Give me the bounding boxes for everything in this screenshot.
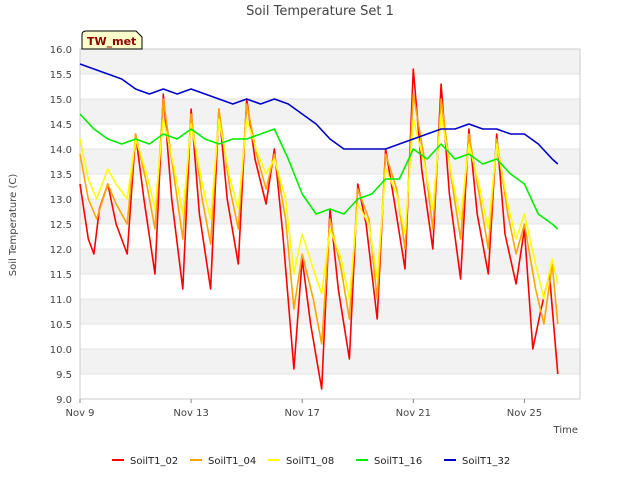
- y-tick-label: 14.5: [50, 120, 72, 131]
- y-tick-label: 15.0: [50, 95, 72, 106]
- y-tick-label: 10.0: [50, 345, 72, 356]
- x-tick-label: Nov 25: [507, 408, 542, 419]
- y-axis: 9.0 9.5 10.0 10.5 11.0 11.5 12.0 12.5 13.0 13.5 14…: [50, 45, 72, 406]
- y-tick-label: 14.0: [50, 145, 72, 156]
- legend: SoilT1_02 SoilT1_04 SoilT1_08 SoilT1_16 Soil…: [112, 456, 510, 467]
- legend-label: SoilT1_16: [374, 456, 422, 467]
- legend-item-soilt1_32: SoilT1_32: [444, 456, 510, 467]
- x-tick-label: Nov 9: [65, 408, 94, 419]
- legend-label: SoilT1_02: [130, 456, 178, 467]
- legend-label: SoilT1_04: [208, 456, 256, 467]
- y-tick-label: 11.5: [50, 270, 72, 281]
- y-tick-label: 13.5: [50, 170, 72, 181]
- chart-title: Soil Temperature Set 1: [246, 4, 394, 19]
- y-tick-label: 12.0: [50, 245, 72, 256]
- y-tick-label: 12.5: [50, 220, 72, 231]
- y-tick-label: 15.5: [50, 70, 72, 81]
- series-line-soilt1_16: [79, 113, 559, 230]
- y-tick-label: 10.5: [50, 320, 72, 331]
- x-axis: Nov 9 Nov 13 Nov 17 Nov 21 Nov 25: [65, 399, 542, 419]
- series-line-soilt1_32: [79, 63, 559, 165]
- x-tick-label: Nov 17: [285, 408, 320, 419]
- y-tick-label: 9.5: [56, 370, 72, 381]
- y-tick-label: 11.0: [50, 295, 72, 306]
- x-tick-label: Nov 21: [396, 408, 431, 419]
- legend-item-soilt1_02: SoilT1_02: [112, 456, 178, 467]
- x-tick-label: Nov 13: [173, 408, 208, 419]
- legend-item-soilt1_04: SoilT1_04: [190, 456, 256, 467]
- y-axis-title: Soil Temperature (C): [8, 174, 19, 277]
- legend-label: SoilT1_32: [462, 456, 510, 467]
- grid-band: [80, 349, 580, 374]
- grid-band: [80, 299, 580, 324]
- plot-border: [79, 48, 581, 400]
- series-line-soilt1_08: [79, 113, 559, 300]
- grid-band: [80, 149, 580, 174]
- tw-met-badge: TW_met: [81, 30, 143, 50]
- y-tick-label: 13.0: [50, 195, 72, 206]
- grid-band: [80, 249, 580, 274]
- series-line-soilt1_02: [79, 68, 559, 390]
- y-tick-label: 9.0: [56, 395, 72, 406]
- grid-band: [80, 99, 580, 124]
- badge-label: TW_met: [87, 35, 136, 48]
- legend-item-soilt1_16: SoilT1_16: [356, 456, 422, 467]
- legend-label: SoilT1_08: [286, 456, 334, 467]
- legend-item-soilt1_08: SoilT1_08: [268, 456, 334, 467]
- grid-band: [80, 49, 580, 74]
- y-tick-label: 16.0: [50, 45, 72, 56]
- x-axis-title: Time: [553, 425, 578, 436]
- series-lines: [79, 63, 559, 390]
